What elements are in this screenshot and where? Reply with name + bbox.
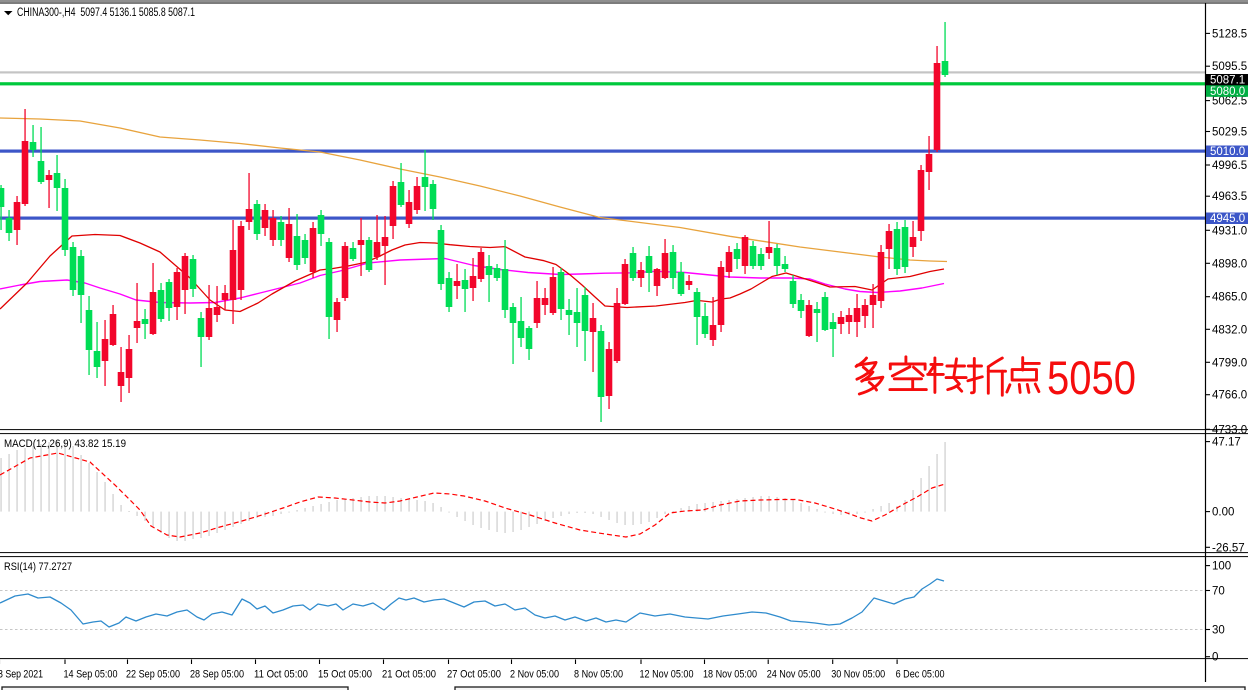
svg-text:12 Nov 05:00: 12 Nov 05:00 <box>640 669 694 681</box>
svg-text:27 Oct 05:00: 27 Oct 05:00 <box>447 669 501 681</box>
svg-text:5095.5: 5095.5 <box>1212 61 1247 73</box>
svg-text:CHINA300-,H4 5097.4 5136.1 50: CHINA300-,H4 5097.4 5136.1 5085.8 5087.1 <box>17 7 195 19</box>
svg-text:4766.0: 4766.0 <box>1212 390 1247 402</box>
svg-text:5128.5: 5128.5 <box>1212 28 1247 40</box>
svg-text:0: 0 <box>1212 652 1218 664</box>
svg-text:15 Oct 05:00: 15 Oct 05:00 <box>318 669 372 681</box>
svg-text:30 Nov 05:00: 30 Nov 05:00 <box>831 669 885 681</box>
svg-text:5010.0: 5010.0 <box>1210 146 1245 158</box>
svg-text:5087.1: 5087.1 <box>1210 75 1245 87</box>
svg-text:21 Oct 05:00: 21 Oct 05:00 <box>382 669 436 681</box>
svg-text:2 Nov 05:00: 2 Nov 05:00 <box>510 669 559 681</box>
svg-text:18 Nov 05:00: 18 Nov 05:00 <box>703 669 757 681</box>
svg-text:14 Sep 05:00: 14 Sep 05:00 <box>64 669 118 681</box>
svg-text:4832.0: 4832.0 <box>1212 324 1247 336</box>
svg-text:5062.5: 5062.5 <box>1212 96 1247 108</box>
svg-text:4963.5: 4963.5 <box>1212 191 1247 203</box>
svg-text:-26.57: -26.57 <box>1212 542 1245 554</box>
svg-text:30: 30 <box>1212 625 1225 637</box>
svg-text:4799.0: 4799.0 <box>1212 357 1247 369</box>
svg-text:4898.0: 4898.0 <box>1212 258 1247 270</box>
svg-text:28 Sep 05:00: 28 Sep 05:00 <box>190 669 244 681</box>
svg-text:4733.0: 4733.0 <box>1212 424 1247 436</box>
svg-text:22 Sep 05:00: 22 Sep 05:00 <box>126 669 180 681</box>
svg-text:MACD(12,26,9) 43.82 15.19: MACD(12,26,9) 43.82 15.19 <box>4 438 126 450</box>
svg-text:0.00: 0.00 <box>1212 507 1234 519</box>
svg-text:4945.0: 4945.0 <box>1210 213 1245 225</box>
svg-text:4996.5: 4996.5 <box>1212 160 1247 172</box>
svg-text:47.17: 47.17 <box>1212 437 1241 449</box>
svg-text:4931.0: 4931.0 <box>1212 225 1247 237</box>
svg-text:5080.0: 5080.0 <box>1210 86 1245 98</box>
svg-text:8 Nov 05:00: 8 Nov 05:00 <box>574 669 623 681</box>
svg-text:100: 100 <box>1212 561 1231 573</box>
svg-text:4865.0: 4865.0 <box>1212 292 1247 304</box>
svg-text:70: 70 <box>1212 586 1225 598</box>
svg-text:24 Nov 05:00: 24 Nov 05:00 <box>767 669 821 681</box>
svg-text:3 Sep 2021: 3 Sep 2021 <box>0 669 43 681</box>
svg-text:5050: 5050 <box>1047 351 1136 404</box>
svg-text:11 Oct 05:00: 11 Oct 05:00 <box>254 669 308 681</box>
svg-text:RSI(14) 77.2727: RSI(14) 77.2727 <box>4 561 72 573</box>
svg-text:5029.5: 5029.5 <box>1212 127 1247 139</box>
svg-text:6 Dec 05:00: 6 Dec 05:00 <box>896 669 945 681</box>
